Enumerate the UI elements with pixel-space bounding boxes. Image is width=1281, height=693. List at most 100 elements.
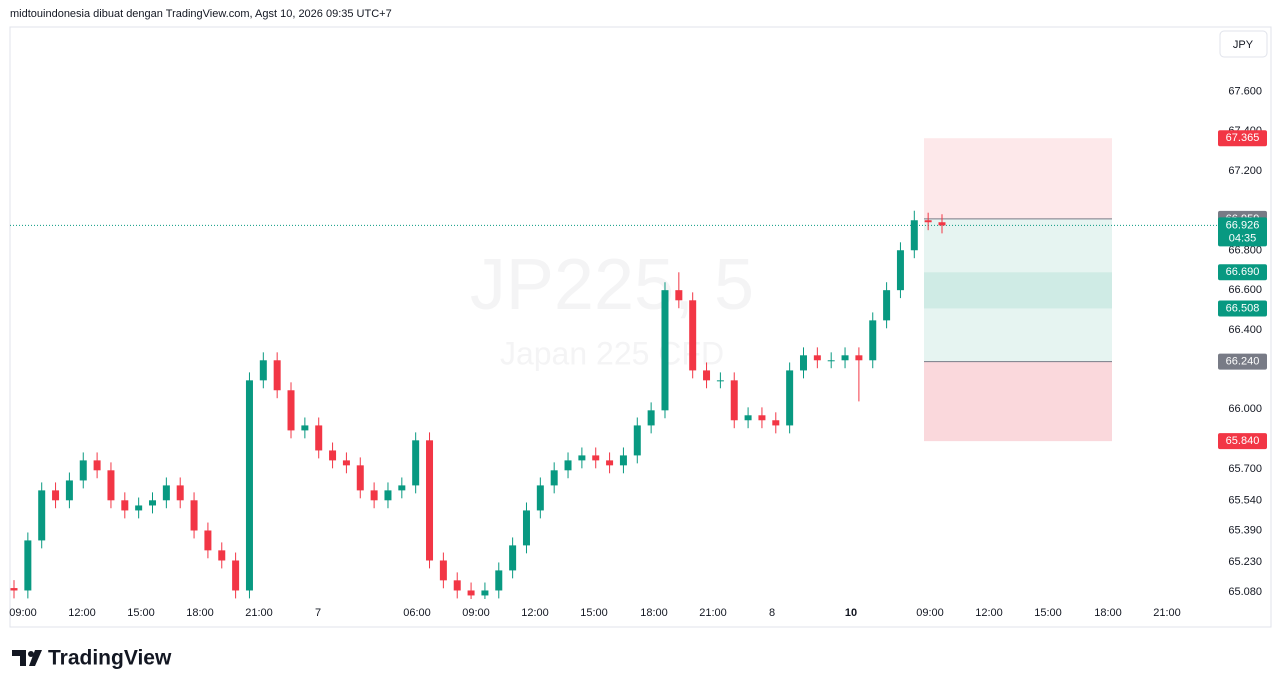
x-tick-label: 12:00: [68, 607, 96, 619]
price-label-bg: [1218, 433, 1267, 450]
candle-body: [716, 380, 724, 382]
candle-body: [896, 250, 904, 291]
candle: [883, 282, 891, 329]
candle: [758, 407, 766, 429]
candle: [481, 582, 489, 600]
candle: [24, 532, 32, 599]
candle-body: [661, 290, 669, 411]
brand-logo: [12, 650, 42, 666]
candle: [10, 580, 18, 599]
price-label: 66.508: [1226, 302, 1260, 314]
candle-body: [412, 440, 420, 486]
x-tick-label: 09:00: [462, 607, 490, 619]
candle-body: [495, 570, 503, 591]
candle-body: [342, 460, 350, 466]
price-label-bg: [1218, 264, 1267, 281]
candle: [52, 482, 60, 509]
x-tick-label: 18:00: [186, 607, 214, 619]
candle: [121, 492, 129, 519]
y-tick-label: 65.700: [1228, 463, 1262, 475]
candle: [329, 442, 337, 469]
candle-body: [259, 360, 267, 381]
candle: [356, 457, 364, 499]
candle-body: [384, 490, 392, 501]
x-tick-label: 21:00: [245, 607, 273, 619]
x-tick-label: 10: [845, 607, 857, 619]
last-price-label: 66.926: [1226, 219, 1260, 231]
candle: [190, 492, 198, 539]
candle-body: [38, 490, 46, 541]
candle-body: [786, 370, 794, 426]
candle-body: [467, 590, 475, 596]
candle: [827, 352, 835, 369]
y-tick-label: 66.000: [1228, 403, 1262, 415]
candle: [550, 462, 558, 494]
candle-body: [619, 455, 627, 466]
candle: [149, 492, 157, 514]
price-label: 65.840: [1226, 435, 1260, 447]
candle-body: [799, 355, 807, 371]
candle: [38, 482, 46, 549]
candle-body: [744, 415, 752, 421]
watermark-title: JP225, 5: [470, 245, 754, 325]
last-price-bg: [1218, 217, 1267, 247]
candle: [578, 447, 586, 469]
candle: [564, 452, 572, 479]
candle-body: [287, 390, 295, 431]
candle: [813, 347, 821, 369]
candle-body: [356, 465, 364, 491]
candle-body: [301, 425, 309, 431]
candle-body: [149, 500, 157, 506]
x-tick-label: 15:00: [1034, 607, 1062, 619]
candle: [509, 537, 517, 579]
x-tick-label: 18:00: [640, 607, 668, 619]
candle: [287, 382, 295, 439]
price-label-bg: [1218, 300, 1267, 317]
candle: [176, 477, 184, 509]
candle-body: [52, 490, 60, 501]
candle-body: [232, 560, 240, 591]
candle-body: [675, 290, 683, 301]
candle-body: [10, 588, 18, 591]
candle: [910, 210, 918, 259]
candle: [398, 477, 406, 499]
brand-name: TradingView: [48, 647, 172, 670]
candle: [426, 432, 434, 569]
candle: [162, 477, 170, 509]
position-zone: [924, 361, 1112, 442]
candle: [689, 292, 697, 379]
candle-body: [703, 370, 711, 381]
candle: [730, 372, 738, 429]
candle: [370, 482, 378, 509]
x-tick-label: 15:00: [127, 607, 155, 619]
candle-body: [329, 450, 337, 461]
candle-body: [162, 485, 170, 501]
position-zone: [924, 138, 1112, 219]
candle: [79, 452, 87, 489]
candle: [786, 362, 794, 434]
x-tick-label: 12:00: [521, 607, 549, 619]
candle-body: [93, 460, 101, 471]
candle-body: [606, 460, 614, 466]
candle: [841, 347, 849, 369]
candle: [536, 477, 544, 519]
x-tick-label: 09:00: [9, 607, 37, 619]
candle: [93, 452, 101, 479]
candle: [204, 522, 212, 559]
candle-body: [924, 220, 932, 223]
candle-body: [550, 470, 558, 486]
candle: [342, 452, 350, 474]
x-tick-label: 18:00: [1094, 607, 1122, 619]
x-tick-label: 21:00: [699, 607, 727, 619]
candle: [384, 482, 392, 509]
candle: [592, 447, 600, 469]
candle-body: [869, 320, 877, 361]
candle: [522, 502, 530, 554]
currency-button[interactable]: [1219, 30, 1268, 58]
candle-body: [910, 220, 918, 251]
x-tick-label: 06:00: [403, 607, 431, 619]
candle: [647, 402, 655, 434]
candle: [772, 412, 780, 434]
candle-body: [855, 355, 863, 361]
